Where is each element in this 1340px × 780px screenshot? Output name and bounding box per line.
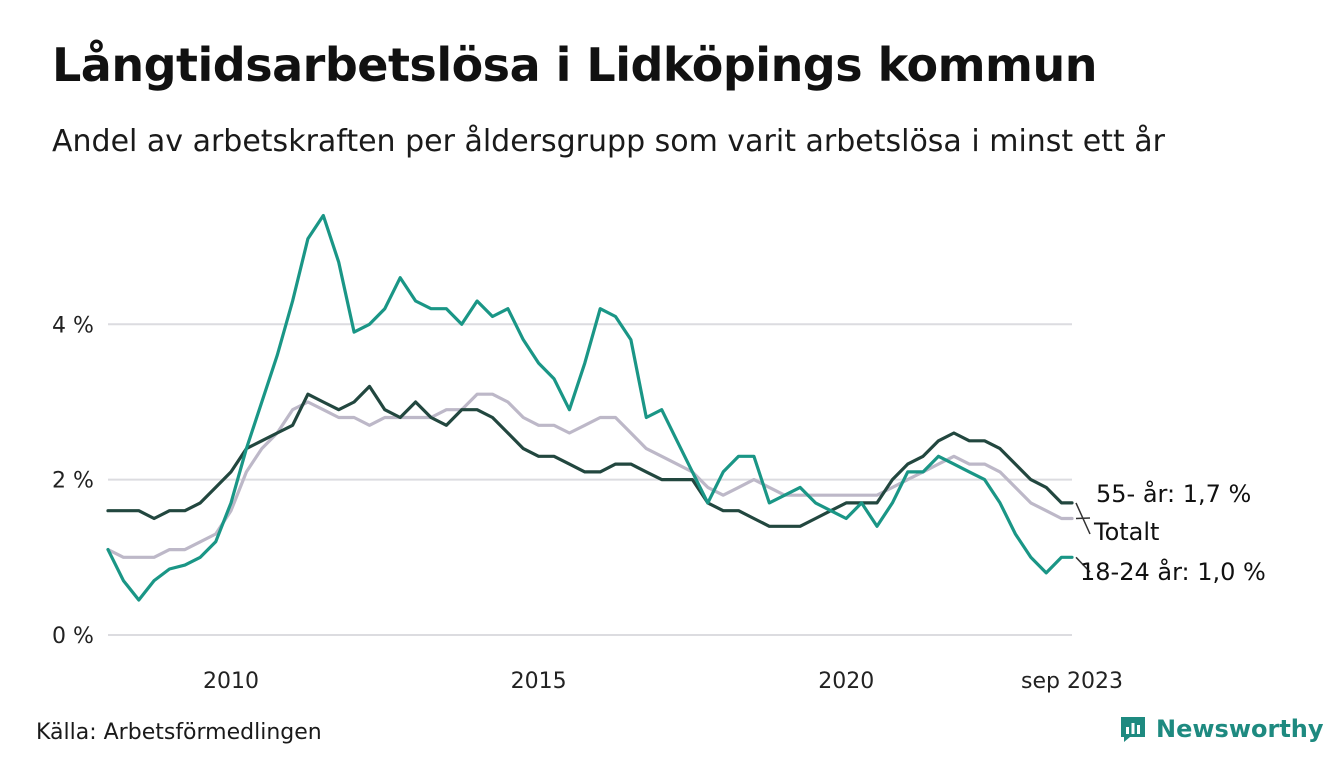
series-layer xyxy=(106,213,1074,602)
x-tick-label: sep 2023 xyxy=(1021,669,1123,694)
brand-logo[interactable]: Newsworthy xyxy=(1118,714,1324,744)
y-tick-label: 4 % xyxy=(52,313,94,338)
source-note: Källa: Arbetsförmedlingen xyxy=(36,720,322,745)
x-tick-label: 2010 xyxy=(203,669,259,694)
grid-layer xyxy=(108,323,1072,636)
x-tick-label: 2015 xyxy=(511,669,567,694)
label-layer: 0 % 2 % 4 % 2010 2015 2020 sep 2023 Totalt 55- å… xyxy=(52,313,1266,694)
x-tick-label: 2020 xyxy=(818,669,874,694)
series-line-1 xyxy=(106,384,1074,528)
series-line-2 xyxy=(106,213,1074,602)
brand-name: Newsworthy xyxy=(1156,715,1324,743)
y-tick-label: 2 % xyxy=(52,469,94,494)
end-label-leader xyxy=(1075,556,1091,573)
newsworthy-logo-icon xyxy=(1121,717,1145,742)
series-line-0 xyxy=(106,392,1074,559)
end-label-leader xyxy=(1075,502,1091,535)
series-end-label: 18-24 år: 1,0 % xyxy=(1080,557,1266,586)
series-end-label: Totalt xyxy=(1093,518,1159,546)
chart-title: Långtidsarbetslösa i Lidköpings kommun xyxy=(52,38,1097,92)
series-end-label: 55- år: 1,7 % xyxy=(1096,479,1251,508)
y-tick-label: 0 % xyxy=(52,624,94,649)
chart-subtitle: Andel av arbetskraften per åldersgrupp s… xyxy=(52,124,1165,159)
